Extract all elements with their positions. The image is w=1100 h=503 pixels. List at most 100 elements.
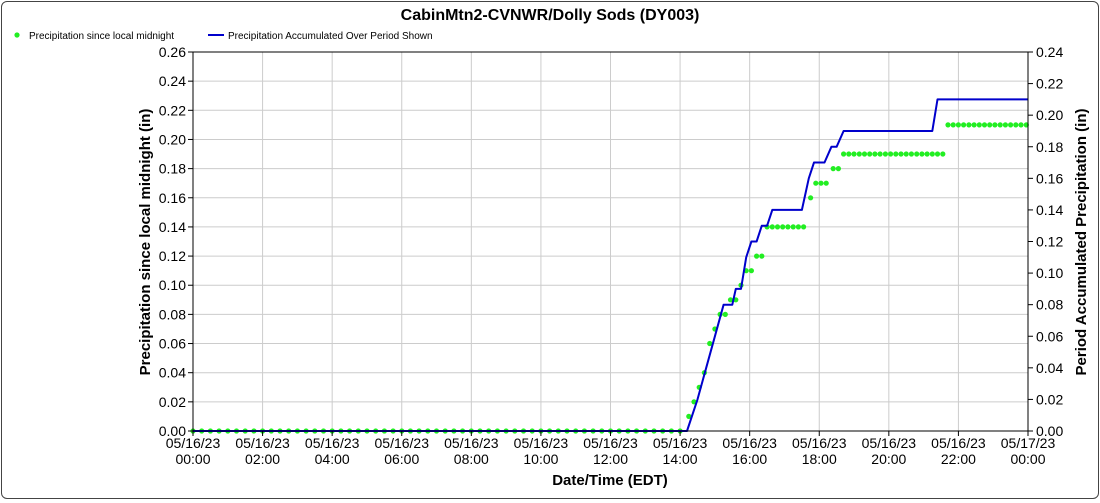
data-point-since-midnight xyxy=(882,151,889,157)
x-tick-date: 05/16/23 xyxy=(235,435,290,451)
grid xyxy=(192,51,1029,432)
data-point-since-midnight xyxy=(893,151,899,157)
data-point-since-midnight xyxy=(1002,122,1009,128)
data-point-since-midnight xyxy=(966,122,972,128)
data-point-since-midnight xyxy=(934,151,941,157)
x-tick-time: 12:00 xyxy=(593,451,628,467)
data-point-since-midnight xyxy=(867,151,873,157)
data-point-since-midnight xyxy=(1018,122,1024,128)
y-tick-label-right: 0.24 xyxy=(1036,44,1063,60)
x-tick-date: 05/16/23 xyxy=(514,435,569,451)
y-tick-label-left: 0.14 xyxy=(159,219,186,235)
data-point-since-midnight xyxy=(785,224,791,230)
x-tick-date: 05/16/23 xyxy=(375,435,430,451)
data-point-since-midnight xyxy=(981,122,988,128)
data-point-since-midnight xyxy=(872,151,878,157)
data-point-since-midnight xyxy=(846,151,852,157)
data-point-since-midnight xyxy=(722,311,728,317)
y-tick-label-right: 0.10 xyxy=(1036,265,1063,281)
x-ticks: 05/16/2300:0005/16/2302:0005/16/2304:000… xyxy=(166,431,1056,467)
y-tick-label-left: 0.12 xyxy=(159,248,186,264)
x-tick-time: 08:00 xyxy=(454,451,489,467)
y-tick-label-left: 0.24 xyxy=(159,73,186,89)
x-tick-date: 05/16/23 xyxy=(931,435,986,451)
data-point-since-midnight xyxy=(686,413,692,419)
y-tick-label-right: 0.02 xyxy=(1036,391,1063,407)
y-ticks-right: 0.00 0.02 0.04 0.06 0.08 0.10 0.12 0.14 0.16 0.18… xyxy=(1028,44,1063,439)
legend-label-line: Precipitation Accumulated Over Period Sh… xyxy=(228,31,433,42)
data-point-since-midnight xyxy=(754,253,760,259)
x-tick-time: 16:00 xyxy=(732,451,767,467)
data-point-since-midnight xyxy=(976,122,982,128)
y-tick-label-right: 0.08 xyxy=(1036,297,1063,313)
x-tick-date: 05/16/23 xyxy=(792,435,847,451)
data-point-since-midnight xyxy=(727,297,734,303)
data-point-since-midnight xyxy=(961,122,967,128)
x-tick-date: 05/16/23 xyxy=(862,435,917,451)
data-point-since-midnight xyxy=(748,268,755,274)
y-tick-label-right: 0.20 xyxy=(1036,107,1063,123)
y-tick-label-left: 0.26 xyxy=(159,44,186,60)
data-point-since-midnight xyxy=(914,151,920,157)
data-point-since-midnight xyxy=(940,151,946,157)
data-point-since-midnight xyxy=(851,151,857,157)
y-tick-label-right: 0.14 xyxy=(1036,202,1063,218)
y-tick-label-right: 0.22 xyxy=(1036,76,1063,92)
data-point-since-midnight xyxy=(955,122,962,128)
data-point-since-midnight xyxy=(856,151,862,157)
y-tick-label-left: 0.18 xyxy=(159,161,186,177)
y-axis-label-right: Period Accumulated Precipitation (in) xyxy=(1073,109,1090,376)
y-ticks-left: 0.00 0.02 0.04 0.06 0.08 0.10 0.12 0.14 0.16 0.18… xyxy=(159,44,193,439)
legend-marker-dots xyxy=(14,32,20,38)
x-tick-date: 05/16/23 xyxy=(722,435,777,451)
y-tick-label-left: 0.02 xyxy=(159,394,186,410)
data-point-since-midnight xyxy=(1008,122,1014,128)
data-point-since-midnight xyxy=(919,151,925,157)
y-tick-label-left: 0.08 xyxy=(159,306,186,322)
x-tick-date: 05/16/23 xyxy=(305,435,360,451)
x-tick-time: 18:00 xyxy=(802,451,837,467)
data-point-since-midnight xyxy=(903,151,909,157)
y-tick-label-right: 0.04 xyxy=(1036,360,1063,376)
data-point-since-midnight xyxy=(795,224,802,230)
data-point-since-midnight xyxy=(759,253,765,259)
legend: Precipitation since local midnight Preci… xyxy=(14,31,433,42)
data-point-since-midnight xyxy=(924,151,930,157)
x-tick-time: 14:00 xyxy=(663,451,698,467)
x-tick-time: 10:00 xyxy=(523,451,558,467)
data-point-since-midnight xyxy=(707,340,713,347)
data-point-since-midnight xyxy=(1013,122,1019,128)
x-tick-date: 05/16/23 xyxy=(653,435,708,451)
x-tick-time: 02:00 xyxy=(245,451,280,467)
data-point-since-midnight xyxy=(971,122,977,128)
data-point-since-midnight xyxy=(997,122,1003,128)
data-point-since-midnight xyxy=(992,122,998,128)
data-point-since-midnight xyxy=(877,151,883,157)
y-tick-label-left: 0.20 xyxy=(159,131,186,147)
x-tick-date: 05/17/23 xyxy=(1001,435,1056,451)
data-point-since-midnight xyxy=(823,180,829,186)
data-point-since-midnight xyxy=(950,122,956,128)
y-tick-label-right: 0.00 xyxy=(1036,423,1063,439)
data-point-since-midnight xyxy=(813,180,819,186)
data-point-since-midnight xyxy=(790,224,796,230)
y-tick-label-left: 0.22 xyxy=(159,102,186,118)
x-tick-date: 05/16/23 xyxy=(166,435,221,451)
data-point-since-midnight xyxy=(908,151,915,157)
data-point-since-midnight xyxy=(769,224,775,230)
y-tick-label-left: 0.00 xyxy=(159,423,186,439)
data-point-since-midnight xyxy=(945,122,951,128)
y-tick-label-right: 0.18 xyxy=(1036,139,1063,155)
legend-label-dots: Precipitation since local midnight xyxy=(29,31,174,42)
data-point-since-midnight xyxy=(987,122,993,128)
data-point-since-midnight xyxy=(835,166,842,172)
x-axis-label: Date/Time (EDT) xyxy=(552,472,668,489)
series-layer xyxy=(190,98,1029,434)
data-point-since-midnight xyxy=(898,151,904,157)
x-tick-time: 00:00 xyxy=(1010,451,1045,467)
y-tick-label-right: 0.16 xyxy=(1036,170,1063,186)
x-tick-time: 00:00 xyxy=(175,451,210,467)
data-point-since-midnight xyxy=(818,180,824,186)
